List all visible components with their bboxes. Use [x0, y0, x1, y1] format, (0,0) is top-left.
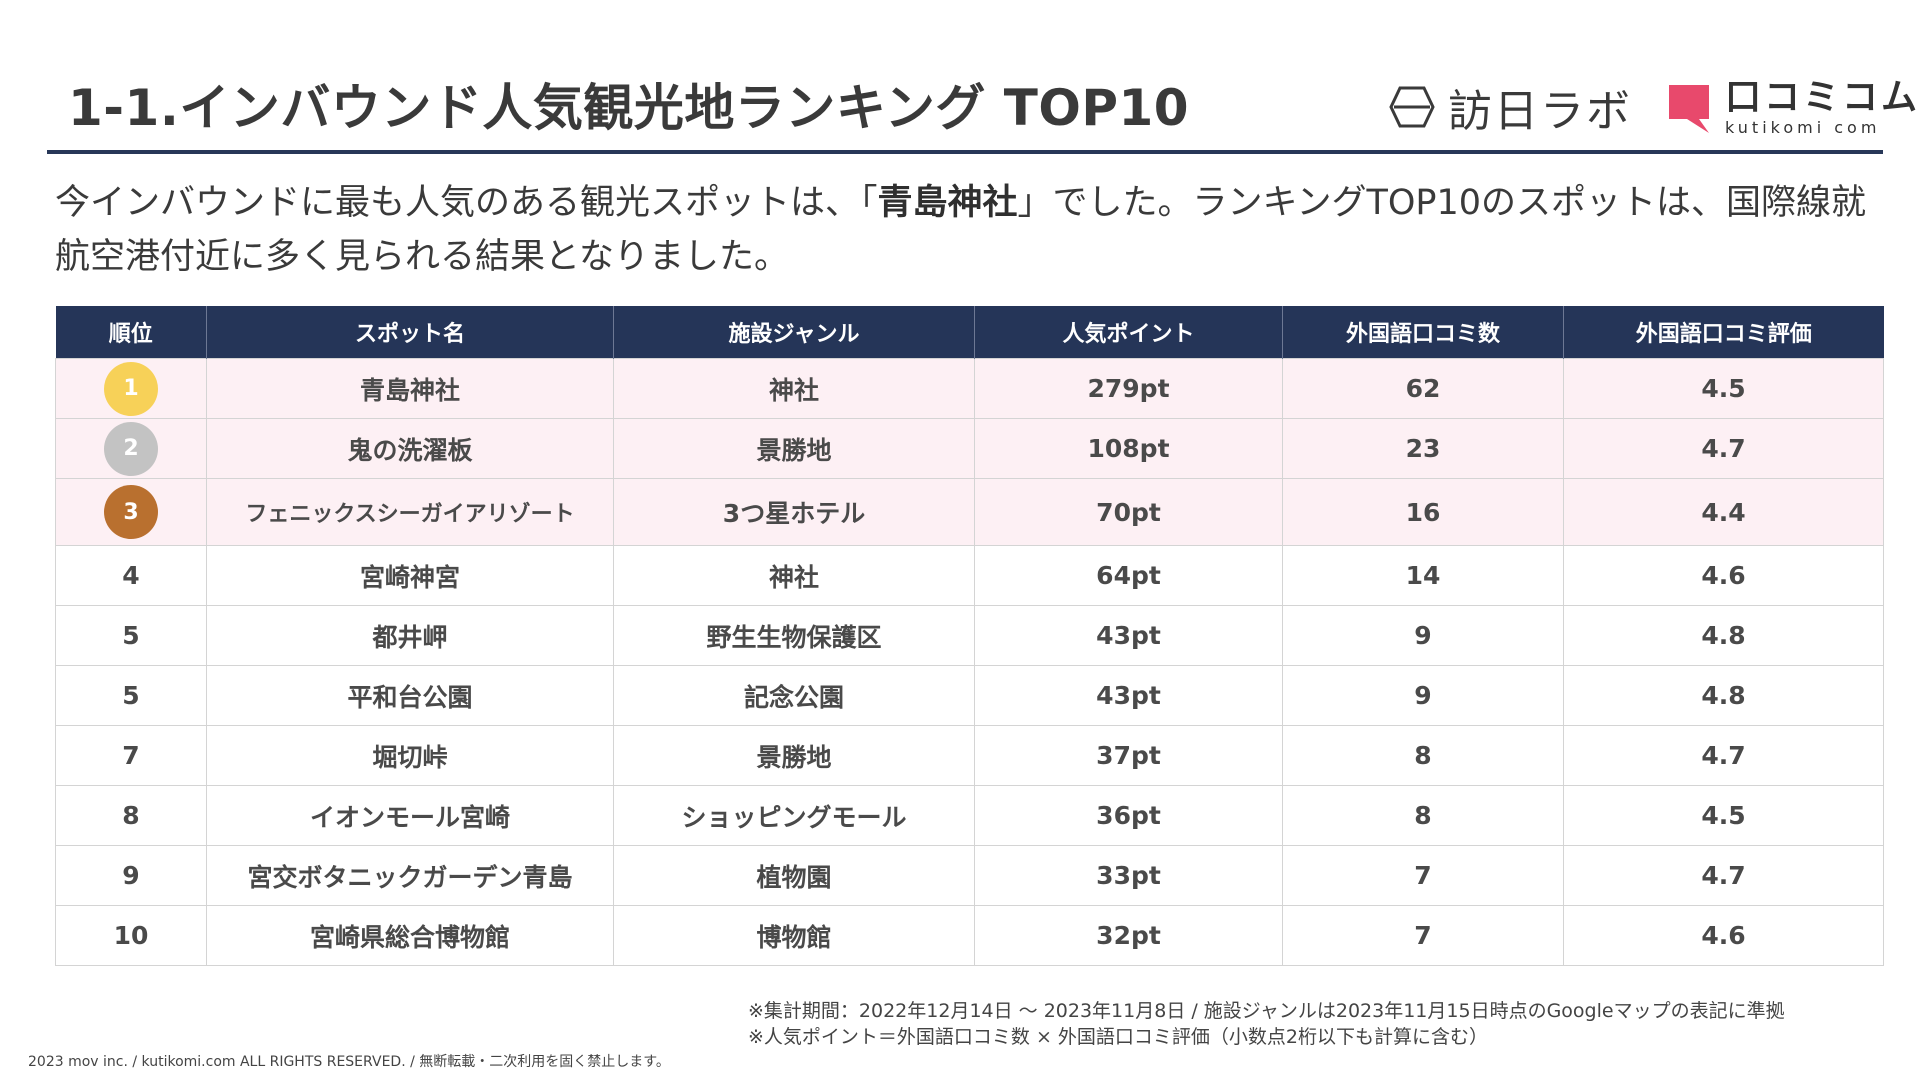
spot-name-cell: 堀切峠 — [206, 725, 614, 786]
review-count-cell: 9 — [1282, 665, 1564, 726]
review-count-cell: 8 — [1282, 785, 1564, 846]
title-divider — [47, 150, 1883, 154]
note-points-formula: ※人気ポイント＝外国語口コミ数 × 外国語口コミ評価（小数点2桁以下も計算に含む… — [748, 1026, 1489, 1048]
rating-cell: 4.7 — [1563, 418, 1884, 479]
kutikomi-wordmark: 口コミコム — [1725, 77, 1919, 118]
genre-cell: 記念公園 — [613, 665, 975, 726]
table-row: 3 フェニックスシーガイアリゾート 3つ星ホテル 70pt 16 4.4 — [55, 478, 1884, 546]
hounichi-lab-wordmark: 訪日ラボ — [1448, 86, 1632, 137]
lead-paragraph: 今インバウンドに最も人気のある観光スポットは、「青島神社」でした。ランキングTO… — [55, 176, 1885, 284]
points-cell: 70pt — [974, 478, 1283, 546]
rating-cell: 4.6 — [1563, 905, 1884, 966]
genre-cell: 景勝地 — [613, 725, 975, 786]
header-spot-name: スポット名 — [206, 306, 614, 359]
ranking-table: 順位 スポット名 施設ジャンル 人気ポイント 外国語口コミ数 外国語口コミ評価 … — [55, 306, 1884, 966]
points-cell: 108pt — [974, 418, 1283, 479]
rating-cell: 4.7 — [1563, 725, 1884, 786]
table-row: 7 堀切峠 景勝地 37pt 8 4.7 — [55, 725, 1884, 786]
points-cell: 36pt — [974, 785, 1283, 846]
genre-cell: 博物館 — [613, 905, 975, 966]
hounichi-lab-logo: 訪日ラボ — [1388, 82, 1632, 137]
lead-text-2: 」でした。ランキングTOP10のスポットは、国際線就航空港付近に多く見られる結果… — [55, 183, 1867, 277]
spot-name-cell: イオンモール宮崎 — [206, 785, 614, 846]
spot-name-cell: 宮交ボタニックガーデン青島 — [206, 845, 614, 906]
rating-cell: 4.8 — [1563, 665, 1884, 726]
genre-cell: 植物園 — [613, 845, 975, 906]
genre-cell: 神社 — [613, 358, 975, 419]
review-count-cell: 7 — [1282, 905, 1564, 966]
spot-name-cell: 青島神社 — [206, 358, 614, 419]
header-genre: 施設ジャンル — [613, 306, 975, 359]
spot-name-cell: 平和台公園 — [206, 665, 614, 726]
review-count-cell: 8 — [1282, 725, 1564, 786]
table-row: 9 宮交ボタニックガーデン青島 植物園 33pt 7 4.7 — [55, 845, 1884, 906]
review-count-cell: 14 — [1282, 545, 1564, 606]
points-cell: 37pt — [974, 725, 1283, 786]
spot-name-cell: 宮崎県総合博物館 — [206, 905, 614, 966]
table-row: 2 鬼の洗濯板 景勝地 108pt 23 4.7 — [55, 418, 1884, 479]
page-title: 1-1.インバウンド人気観光地ランキング TOP10 — [68, 79, 1190, 137]
spot-name-cell: 都井岬 — [206, 605, 614, 666]
rank-cell: 3 — [55, 478, 207, 546]
review-count-cell: 62 — [1282, 358, 1564, 419]
rating-cell: 4.6 — [1563, 545, 1884, 606]
header-review-count: 外国語口コミ数 — [1282, 306, 1564, 359]
rank-cell: 5 — [55, 665, 207, 726]
rank-cell: 7 — [55, 725, 207, 786]
gold-medal-badge: 1 — [104, 361, 158, 416]
table-header-row: 順位 スポット名 施設ジャンル 人気ポイント 外国語口コミ数 外国語口コミ評価 — [55, 306, 1884, 359]
genre-cell: 景勝地 — [613, 418, 975, 479]
table-row: 5 平和台公園 記念公園 43pt 9 4.8 — [55, 665, 1884, 726]
review-count-cell: 23 — [1282, 418, 1564, 479]
points-cell: 33pt — [974, 845, 1283, 906]
spot-name-cell: フェニックスシーガイアリゾート — [206, 478, 614, 546]
rating-cell: 4.4 — [1563, 478, 1884, 546]
review-count-cell: 7 — [1282, 845, 1564, 906]
genre-cell: 神社 — [613, 545, 975, 606]
genre-cell: ショッピングモール — [613, 785, 975, 846]
genre-cell: 野生生物保護区 — [613, 605, 975, 666]
rank-cell: 1 — [55, 358, 207, 419]
kutikomi-logo: 口コミコム kutikomi com — [1665, 80, 1919, 136]
table-row: 10 宮崎県総合博物館 博物館 32pt 7 4.6 — [55, 905, 1884, 966]
spot-name-cell: 鬼の洗濯板 — [206, 418, 614, 479]
rank-cell: 4 — [55, 545, 207, 606]
hounichi-lab-emblem-icon — [1389, 86, 1435, 128]
rank-cell: 5 — [55, 605, 207, 666]
rating-cell: 4.8 — [1563, 605, 1884, 666]
lead-highlight: 青島神社 — [877, 183, 1018, 223]
silver-medal-badge: 2 — [104, 421, 158, 476]
points-cell: 32pt — [974, 905, 1283, 966]
kutikomi-bubble-icon — [1669, 85, 1709, 133]
points-cell: 64pt — [974, 545, 1283, 606]
header-review-rating: 外国語口コミ評価 — [1563, 306, 1884, 359]
rank-cell: 9 — [55, 845, 207, 906]
kutikomi-subtitle: kutikomi com — [1725, 118, 1881, 137]
rating-cell: 4.7 — [1563, 845, 1884, 906]
review-count-cell: 9 — [1282, 605, 1564, 666]
table-row: 4 宮崎神宮 神社 64pt 14 4.6 — [55, 545, 1884, 606]
copyright-notice: 2023 mov inc. / kutikomi.com ALL RIGHTS … — [28, 1054, 670, 1070]
table-row: 8 イオンモール宮崎 ショッピングモール 36pt 8 4.5 — [55, 785, 1884, 846]
note-aggregation-period: ※集計期間：2022年12月14日 〜 2023年11月8日 / 施設ジャンルは… — [748, 1000, 1785, 1022]
rank-cell: 2 — [55, 418, 207, 479]
lead-text-1: 今インバウンドに最も人気のある観光スポットは、「 — [55, 183, 878, 223]
spot-name-cell: 宮崎神宮 — [206, 545, 614, 606]
rank-cell: 8 — [55, 785, 207, 846]
rating-cell: 4.5 — [1563, 785, 1884, 846]
bronze-medal-badge: 3 — [104, 485, 158, 539]
header-rank: 順位 — [55, 306, 207, 359]
points-cell: 279pt — [974, 358, 1283, 419]
header-points: 人気ポイント — [974, 306, 1283, 359]
genre-cell: 3つ星ホテル — [613, 478, 975, 546]
rank-cell: 10 — [55, 905, 207, 966]
table-row: 5 都井岬 野生生物保護区 43pt 9 4.8 — [55, 605, 1884, 666]
points-cell: 43pt — [974, 665, 1283, 726]
review-count-cell: 16 — [1282, 478, 1564, 546]
table-row: 1 青島神社 神社 279pt 62 4.5 — [55, 358, 1884, 419]
rating-cell: 4.5 — [1563, 358, 1884, 419]
points-cell: 43pt — [974, 605, 1283, 666]
